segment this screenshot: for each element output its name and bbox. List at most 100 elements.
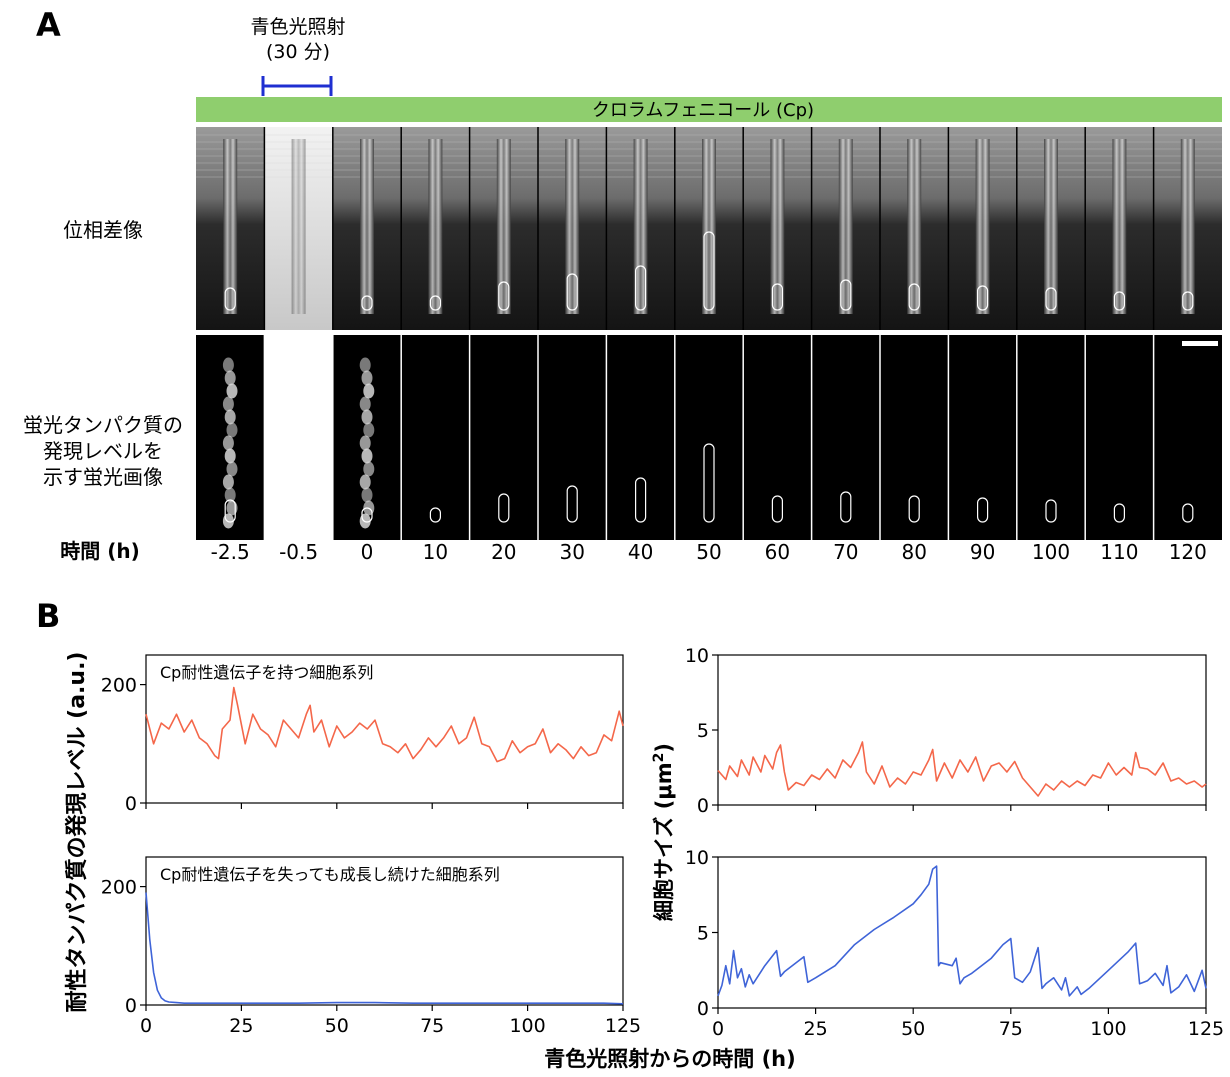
x-tick-label: 25 bbox=[804, 1018, 828, 1040]
row-label-phase: 位相差像 bbox=[63, 218, 143, 242]
illumination-label-line1: 青色光照射 bbox=[250, 16, 345, 38]
row-label-fluor-line3: 示す蛍光画像 bbox=[43, 465, 163, 489]
cell-outline bbox=[703, 231, 715, 311]
fluorescence-frame bbox=[948, 335, 1017, 540]
series-line bbox=[717, 741, 1207, 797]
series-annotation: Cp耐性遺伝子を失っても成長し続けた細胞系列 bbox=[160, 865, 500, 884]
time-tick-label: 80 bbox=[901, 540, 926, 564]
cell-outline bbox=[840, 279, 852, 311]
series-annotation: Cp耐性遺伝子を持つ細胞系列 bbox=[160, 663, 373, 682]
fluorescence-signal bbox=[224, 409, 236, 425]
time-axis-label: 時間 (h) bbox=[60, 539, 139, 563]
fluorescence-signal bbox=[222, 474, 234, 490]
cell-outline bbox=[224, 287, 236, 311]
series-line bbox=[145, 686, 624, 763]
chloramphenicol-label: クロラムフェニコール (Cp) bbox=[592, 100, 814, 121]
fluorescence-signal bbox=[361, 370, 373, 386]
cell-outline bbox=[976, 497, 989, 523]
cell-outline bbox=[1045, 287, 1057, 311]
x-tick-label: 0 bbox=[140, 1015, 152, 1037]
fluorescence-signal bbox=[359, 435, 371, 451]
cell-outline bbox=[1045, 499, 1057, 523]
growth-channel bbox=[428, 139, 443, 314]
fluorescence-frame bbox=[401, 335, 470, 540]
time-tick-label: 20 bbox=[491, 540, 516, 564]
y-tick-label: 200 bbox=[101, 675, 137, 697]
time-tick-label: -0.5 bbox=[279, 540, 318, 564]
fluorescence-signal bbox=[224, 487, 236, 503]
cell-outline bbox=[1113, 291, 1126, 311]
row-label-fluor-line2: 発現レベルを bbox=[43, 439, 163, 463]
x-tick-label: 25 bbox=[229, 1015, 253, 1037]
panel-a-letter: A bbox=[36, 6, 61, 44]
cell-outline bbox=[976, 285, 989, 311]
cell-outline bbox=[908, 283, 920, 311]
fluorescence-signal bbox=[226, 422, 238, 438]
fluorescence-signal bbox=[226, 461, 238, 477]
fluorescence-signal bbox=[224, 370, 236, 386]
growth-channel bbox=[770, 139, 785, 314]
fluorescence-signal bbox=[222, 357, 234, 373]
growth-channel bbox=[565, 139, 580, 314]
fluorescence-signal bbox=[222, 396, 234, 412]
time-tick-label: 10 bbox=[423, 540, 448, 564]
x-tick-label: 50 bbox=[325, 1015, 349, 1037]
row-label-fluor-line1: 蛍光タンパク質の bbox=[23, 413, 183, 437]
chart-panel: 0 200 0 25 50 75 100 125 Cp耐性遺伝子を失っても成長し続けた細胞系列 bbox=[101, 856, 641, 1037]
y-axis-label-cell-size: 細胞サイズ (μm2) bbox=[651, 743, 676, 921]
fluorescence-frame bbox=[811, 335, 880, 540]
chart-panel: 0 200 Cp耐性遺伝子を持つ細胞系列 bbox=[101, 654, 624, 815]
fluorescence-signal bbox=[359, 396, 371, 412]
growth-channel bbox=[496, 139, 511, 314]
fluorescence-frame bbox=[469, 335, 538, 540]
cell-outline bbox=[429, 295, 441, 311]
plot-frame bbox=[717, 856, 1207, 1009]
time-tick-label: 100 bbox=[1032, 540, 1070, 564]
cell-outline bbox=[498, 281, 510, 311]
time-tick-label: 120 bbox=[1169, 540, 1207, 564]
plot-frame bbox=[717, 654, 1207, 806]
fluorescence-signal bbox=[359, 357, 371, 373]
y-tick-label: 5 bbox=[697, 720, 709, 742]
fluorescence-frame bbox=[1016, 335, 1086, 540]
x-tick-label: 125 bbox=[1188, 1018, 1224, 1040]
growth-channel bbox=[291, 139, 306, 314]
fluorescence-signal bbox=[363, 422, 375, 438]
fluorescence-frame bbox=[743, 335, 812, 540]
fluorescence-signal bbox=[224, 448, 236, 464]
growth-channel bbox=[1044, 139, 1058, 314]
time-tick-label: 0 bbox=[361, 540, 374, 564]
growth-channel bbox=[975, 139, 990, 314]
cell-outline bbox=[498, 493, 510, 523]
time-tick-label: 50 bbox=[696, 540, 721, 564]
cell-outline bbox=[1182, 503, 1194, 523]
x-axis-label-time: 青色光照射からの時間 (h) bbox=[544, 1047, 795, 1071]
growth-channel bbox=[360, 139, 374, 314]
fluorescence-signal bbox=[222, 435, 234, 451]
illumination-bar bbox=[261, 76, 333, 96]
illumination-label-line2: (30 分) bbox=[266, 41, 330, 63]
cell-outline bbox=[634, 477, 647, 523]
kymograph-strip: -2.5 -0.5 0 10 20 30 40 50 60 70 80 90 100 110 120 bbox=[196, 127, 1222, 564]
x-tick-label: 100 bbox=[1090, 1018, 1126, 1040]
fluorescence-signal bbox=[363, 461, 375, 477]
time-tick-label: 30 bbox=[559, 540, 584, 564]
fluorescence-frame bbox=[674, 335, 744, 540]
cell-outline bbox=[1182, 291, 1194, 311]
series-line bbox=[145, 892, 624, 1005]
fluorescence-frame bbox=[1085, 335, 1154, 540]
fluorescence-signal bbox=[361, 487, 373, 503]
y-tick-label: 0 bbox=[697, 998, 709, 1020]
growth-channel bbox=[1112, 139, 1127, 314]
cell-outline bbox=[566, 273, 578, 311]
fluorescence-frame bbox=[880, 335, 949, 540]
x-tick-label: 75 bbox=[999, 1018, 1023, 1040]
chart-panel: 0 5 10 bbox=[685, 645, 1207, 817]
cell-outline bbox=[1113, 503, 1126, 523]
time-tick-label: -2.5 bbox=[211, 540, 250, 564]
fluorescence-signal bbox=[359, 474, 371, 490]
cell-outline bbox=[361, 295, 373, 311]
